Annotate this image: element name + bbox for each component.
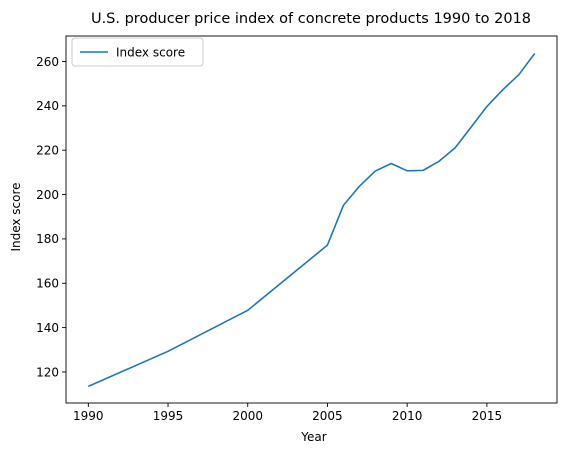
y-tick-label: 140 — [36, 321, 59, 335]
x-tick-label: 1990 — [73, 409, 104, 423]
x-tick-label: 2010 — [392, 409, 423, 423]
x-tick-label: 2015 — [472, 409, 503, 423]
plot-area — [87, 53, 536, 388]
y-tick-label: 160 — [36, 277, 59, 291]
y-tick-label: 180 — [36, 232, 59, 246]
x-tick-label: 2005 — [312, 409, 343, 423]
legend-box — [71, 37, 204, 67]
y-tick-label: 120 — [36, 365, 59, 379]
series-line-0 — [87, 53, 536, 388]
chart-title: U.S. producer price index of concrete pr… — [91, 11, 531, 27]
axes: 1990 1995 2000 2005 2010 2015 120 140 160 180 200 2… — [36, 35, 558, 423]
x-tick-label: 2000 — [232, 409, 263, 423]
y-tick-label: 220 — [36, 144, 59, 158]
plot-frame — [65, 35, 558, 404]
legend: Index score — [71, 37, 204, 67]
y-tick-label: 260 — [36, 55, 59, 69]
x-tick-label: 1995 — [153, 409, 184, 423]
y-tick-label: 240 — [36, 99, 59, 113]
y-axis-label: Index score — [9, 182, 23, 251]
x-axis-label: Year — [300, 430, 326, 444]
y-tick-label: 200 — [36, 188, 59, 202]
legend-label: Index score — [116, 46, 185, 60]
